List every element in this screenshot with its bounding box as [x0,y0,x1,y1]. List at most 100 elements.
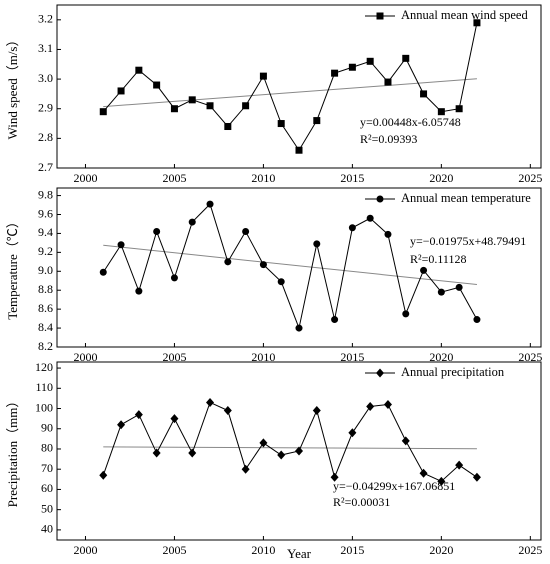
y-tick-label: 3.1 [38,41,53,55]
y-axis-label: Precipitation（mm） [5,395,20,508]
annotation: y=0.00448x-6.05748 [360,115,461,129]
annotation: R²=0.00031 [333,495,390,509]
marker [259,438,268,448]
series-line [102,22,478,152]
marker [455,105,463,113]
y-tick-label: 9.2 [38,244,53,258]
marker [241,464,250,474]
marker [259,72,267,80]
marker [152,448,161,458]
marker [348,428,357,438]
marker [259,261,267,269]
legend-label: Annual precipitation [401,365,505,379]
x-tick-label: 2020 [429,543,453,557]
y-tick-label: 2.9 [38,100,53,114]
marker [188,448,197,458]
marker [242,102,250,110]
marker [420,266,428,274]
y-tick-label: 9.8 [38,187,53,201]
marker [437,288,445,296]
y-tick-label: 50 [41,501,53,515]
marker [206,397,215,407]
marker [117,241,125,249]
marker [348,63,356,71]
x-tick-label: 2010 [251,350,275,364]
marker [224,258,232,266]
marker [455,283,463,291]
marker [170,105,178,113]
y-tick-label: 70 [41,461,53,475]
marker [99,268,107,276]
marker [472,472,481,482]
x-tick-label: 2000 [73,350,97,364]
marker [153,228,161,236]
y-axis-label: Wind speed（m/s） [5,34,20,140]
x-tick-label: 2015 [340,543,364,557]
x-tick-label: 2025 [518,543,542,557]
marker [420,90,428,98]
marker [419,468,428,478]
y-tick-label: 90 [41,421,53,435]
trend-line [103,446,477,450]
x-tick-label: 2015 [340,350,364,364]
y-tick-label: 110 [35,380,53,394]
marker [99,108,107,116]
x-tick-label: 2025 [518,171,542,185]
marker [206,200,214,208]
plot-frame [56,361,542,541]
series-line [102,203,478,330]
y-tick-label: 8.4 [38,320,53,334]
marker [135,66,143,74]
marker [188,218,196,226]
y-tick-label: 100 [35,400,53,414]
marker [384,78,392,86]
marker [277,278,285,286]
marker [206,102,214,110]
annotation: R²=0.11128 [410,252,466,266]
y-tick-label: 2.7 [38,160,53,174]
x-axis-label: Year [287,546,312,561]
legend-label: Annual mean wind speed [401,8,528,22]
y-tick-label: 9.4 [38,225,53,239]
marker [313,240,321,248]
legend-marker [376,368,384,378]
marker [170,274,178,282]
marker [223,406,232,416]
marker [331,316,339,324]
annotation: y=−0.01975x+48.79491 [410,234,526,248]
x-tick-label: 2005 [162,171,186,185]
marker [366,57,374,65]
marker [473,316,481,324]
y-tick-label: 3.0 [38,71,53,85]
x-tick-label: 2020 [429,171,453,185]
y-tick-label: 2.8 [38,130,53,144]
x-tick-label: 2010 [251,543,275,557]
x-tick-label: 2000 [73,171,97,185]
annotation: y=−0.04299x+167.06851 [333,479,455,493]
marker [295,446,303,456]
marker [402,310,410,318]
marker [117,420,126,430]
legend-label: Annual mean temperature [401,191,531,205]
marker [402,54,410,62]
marker [401,436,410,446]
marker [383,399,392,409]
y-tick-label: 3.2 [38,12,53,26]
x-tick-label: 2015 [340,171,364,185]
marker [384,230,392,238]
marker [295,146,303,154]
y-tick-label: 120 [35,360,53,374]
marker [455,460,464,470]
marker [135,287,143,295]
marker [313,117,321,125]
annotation: R²=0.09393 [360,132,417,146]
x-tick-label: 2010 [251,171,275,185]
trend-line [103,244,477,286]
marker [331,69,339,77]
marker [277,120,285,128]
marker [134,410,143,420]
x-tick-label: 2000 [73,543,97,557]
marker [366,214,374,222]
legend-marker [376,195,384,203]
